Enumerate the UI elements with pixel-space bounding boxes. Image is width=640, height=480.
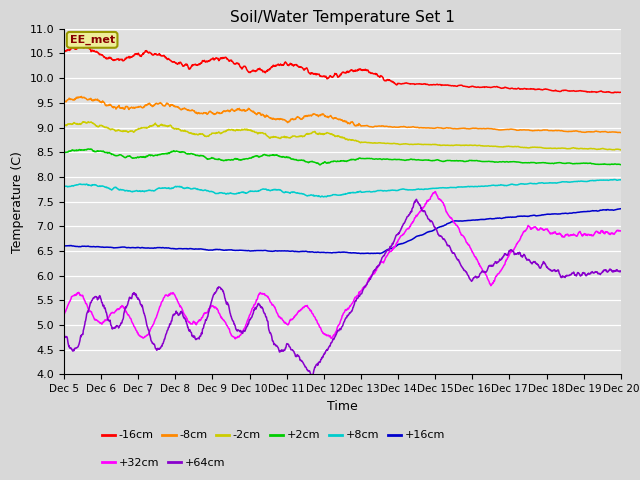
Y-axis label: Temperature (C): Temperature (C) <box>11 151 24 252</box>
Legend: +32cm, +64cm: +32cm, +64cm <box>97 454 230 472</box>
X-axis label: Time: Time <box>327 400 358 413</box>
Text: EE_met: EE_met <box>70 35 115 45</box>
Title: Soil/Water Temperature Set 1: Soil/Water Temperature Set 1 <box>230 10 455 25</box>
